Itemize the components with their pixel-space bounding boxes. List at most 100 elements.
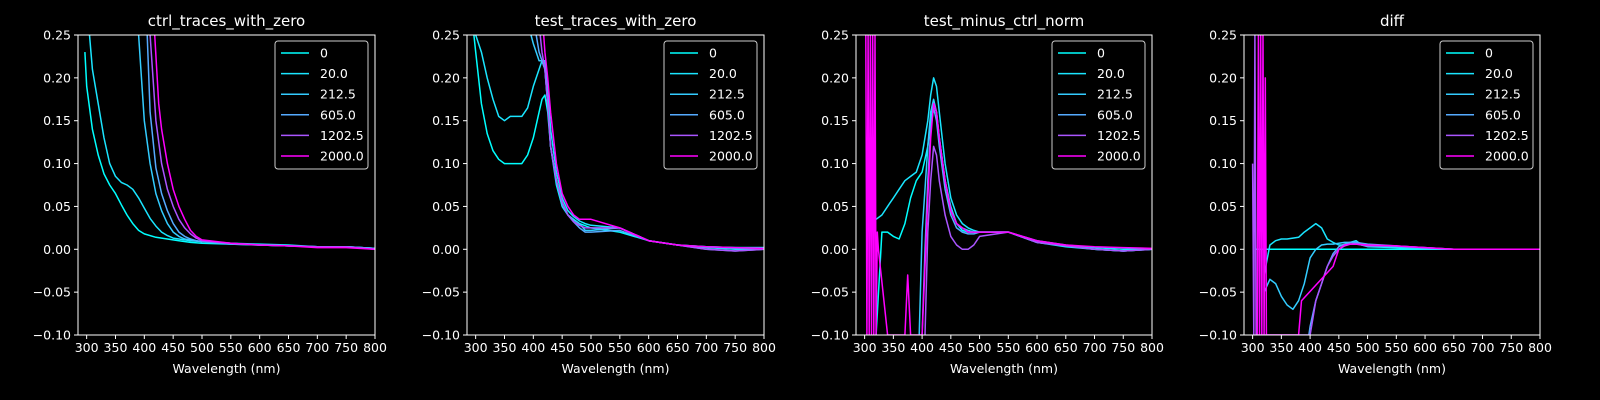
y-tick-label: 0.25 [1209, 28, 1237, 43]
legend-label: 20.0 [320, 66, 348, 81]
x-axis-label: Wavelength (nm) [950, 361, 1058, 376]
series-line-2 [1263, 241, 1540, 311]
series-line-5 [865, 35, 1152, 335]
y-tick-label: 0.00 [821, 242, 849, 257]
x-tick-label: 500 [968, 340, 992, 355]
y-tick-label: −0.05 [33, 285, 71, 300]
y-tick-label: −0.05 [811, 285, 849, 300]
x-tick-label: 450 [939, 340, 963, 355]
x-tick-label: 400 [910, 340, 934, 355]
series-line-5 [153, 35, 375, 251]
x-tick-label: 350 [493, 340, 517, 355]
x-tick-label: 300 [853, 340, 877, 355]
x-tick-label: 300 [75, 340, 99, 355]
y-tick-label: −0.10 [33, 328, 71, 343]
x-tick-label: 300 [464, 340, 488, 355]
legend-label: 2000.0 [320, 149, 364, 164]
legend-label: 2000.0 [1097, 149, 1141, 164]
legend-label: 212.5 [320, 87, 356, 102]
x-axis-label: Wavelength (nm) [1338, 361, 1446, 376]
y-tick-label: 0.05 [1209, 199, 1237, 214]
x-tick-label: 650 [277, 340, 301, 355]
y-tick-label: 0.10 [43, 156, 71, 171]
x-tick-label: 400 [521, 340, 545, 355]
x-tick-label: 700 [694, 340, 718, 355]
y-tick-label: −0.10 [811, 328, 849, 343]
y-tick-label: 0.15 [1209, 113, 1237, 128]
x-tick-label: 550 [996, 340, 1020, 355]
y-tick-label: 0.10 [821, 156, 849, 171]
x-tick-label: 400 [1298, 340, 1322, 355]
plot-area [84, 35, 375, 251]
legend-label: 1202.5 [1485, 128, 1529, 143]
legend-label: 212.5 [709, 87, 745, 102]
x-tick-label: 350 [104, 340, 128, 355]
chart-title: diff [1380, 12, 1405, 30]
legend: 0 20.0 212.5 605.0 1202.5 2000.0 [663, 40, 758, 170]
x-tick-label: 750 [723, 340, 747, 355]
series-line-5 [542, 35, 764, 250]
x-tick-label: 800 [752, 340, 776, 355]
x-tick-label: 700 [1471, 340, 1495, 355]
legend: 0 20.0 212.5 605.0 1202.5 2000.0 [1051, 40, 1146, 170]
x-tick-label: 800 [1140, 340, 1164, 355]
y-tick-label: 0.05 [43, 199, 71, 214]
x-tick-label: 800 [1528, 340, 1552, 355]
chart-panel-0: 300 350 400 450 500 550 600 650 700 750 800 0.25 0.2… [33, 12, 387, 376]
y-tick-label: 0.25 [43, 28, 71, 43]
y-tick-label: 0.25 [432, 28, 460, 43]
legend-label: 20.0 [1485, 66, 1513, 81]
x-axis-label: Wavelength (nm) [562, 361, 670, 376]
legend-label: 2000.0 [709, 149, 753, 164]
x-axis-label: Wavelength (nm) [173, 361, 281, 376]
x-tick-label: 350 [881, 340, 905, 355]
y-tick-label: 0.15 [43, 113, 71, 128]
series-line-5 [1256, 35, 1540, 335]
x-tick-label: 450 [1327, 340, 1351, 355]
x-tick-label: 450 [161, 340, 185, 355]
chart-panel-1: 300 350 400 450 500 550 600 650 700 750 800 0.25 0.2… [422, 12, 776, 376]
y-tick-label: 0.20 [821, 70, 849, 85]
x-tick-label: 800 [363, 340, 387, 355]
legend-label: 1202.5 [709, 128, 753, 143]
y-tick-label: 0.20 [43, 70, 71, 85]
y-tick-label: −0.05 [1199, 285, 1237, 300]
legend-label: 20.0 [1097, 66, 1125, 81]
x-tick-label: 500 [1356, 340, 1380, 355]
y-tick-label: 0.00 [1209, 242, 1237, 257]
y-tick-label: 0.25 [821, 28, 849, 43]
x-tick-label: 650 [1442, 340, 1466, 355]
legend-label: 605.0 [709, 107, 745, 122]
x-tick-label: 600 [1413, 340, 1437, 355]
series-line-4 [924, 145, 1152, 335]
legend-label: 212.5 [1097, 87, 1133, 102]
legend-label: 1202.5 [1097, 128, 1141, 143]
x-tick-label: 600 [637, 340, 661, 355]
chart-title: test_traces_with_zero [535, 12, 697, 31]
series-line-1 [1263, 222, 1540, 276]
legend-label: 605.0 [320, 107, 356, 122]
legend-label: 0 [1097, 46, 1105, 61]
x-tick-label: 500 [579, 340, 603, 355]
axes-frame [466, 34, 765, 336]
legend-label: 2000.0 [1485, 149, 1529, 164]
axes-frame [77, 34, 376, 336]
y-tick-label: 0.00 [432, 242, 460, 257]
x-tick-label: 600 [248, 340, 272, 355]
x-tick-label: 750 [1499, 340, 1523, 355]
x-tick-label: 400 [132, 340, 156, 355]
chart-panel-3: 300 350 400 450 500 550 600 650 700 750 800 0.25 0.2… [1199, 12, 1552, 376]
x-tick-label: 450 [550, 340, 574, 355]
y-tick-label: 0.15 [821, 113, 849, 128]
y-tick-label: 0.00 [43, 242, 71, 257]
chart-panel-2: 300 350 400 450 500 550 600 650 700 750 800 0.25 0.2… [811, 12, 1164, 376]
legend-label: 605.0 [1097, 107, 1133, 122]
y-tick-label: −0.10 [1199, 328, 1237, 343]
x-tick-label: 300 [1241, 340, 1265, 355]
x-tick-label: 500 [190, 340, 214, 355]
x-tick-label: 650 [1054, 340, 1078, 355]
legend-label: 212.5 [1485, 87, 1521, 102]
y-tick-label: 0.05 [821, 199, 849, 214]
